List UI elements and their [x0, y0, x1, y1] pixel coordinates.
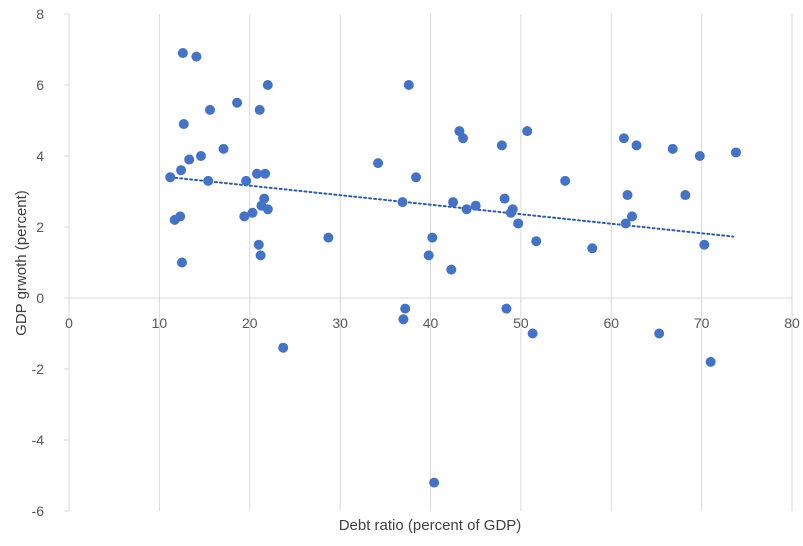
data-point	[527, 328, 538, 339]
x-tick-label: 40	[423, 315, 439, 331]
x-tick-labels: 0 10 20 30 40 50 60 70 80	[65, 315, 800, 331]
data-point	[373, 158, 384, 169]
data-point	[262, 204, 273, 215]
data-point	[255, 250, 266, 261]
data-point	[458, 133, 469, 144]
data-point	[191, 51, 202, 62]
data-point	[622, 190, 633, 201]
data-point	[730, 147, 741, 158]
data-points	[165, 48, 741, 488]
data-point	[587, 243, 598, 254]
data-point	[448, 197, 459, 208]
data-point	[694, 151, 705, 161]
data-point	[165, 172, 176, 183]
x-tick-label: 20	[242, 315, 258, 331]
x-tick-label: 10	[152, 315, 168, 331]
x-axis-title: Debt ratio (percent of GDP)	[339, 517, 522, 534]
data-point	[175, 211, 186, 222]
data-point	[654, 328, 665, 339]
data-point	[531, 236, 542, 247]
data-point	[667, 143, 678, 154]
data-point	[513, 218, 524, 229]
y-tick-label: -4	[32, 432, 45, 448]
data-point	[253, 239, 264, 250]
data-point	[499, 193, 510, 204]
data-point	[618, 133, 629, 144]
x-tick-label: 60	[603, 315, 619, 331]
data-point	[259, 193, 270, 204]
data-point	[177, 48, 188, 59]
gridlines	[68, 14, 793, 511]
trendline	[169, 176, 735, 238]
data-point	[403, 80, 414, 90]
axes	[64, 13, 793, 512]
y-tick-labels: -6 -4 -2 0 2 4 6 8	[32, 6, 45, 519]
data-point	[411, 172, 422, 183]
data-point	[398, 314, 409, 325]
data-point	[254, 104, 265, 115]
data-point	[176, 165, 187, 176]
y-axis-title: GDP grwoth (percent)	[13, 190, 30, 336]
x-tick-label: 70	[694, 315, 710, 331]
y-tick-label: 8	[36, 6, 44, 22]
data-point	[560, 175, 571, 186]
data-point	[427, 232, 438, 243]
data-point	[260, 168, 271, 179]
data-point	[203, 175, 214, 186]
data-point	[218, 143, 229, 154]
data-point	[239, 211, 250, 222]
data-point	[204, 104, 215, 115]
data-point	[176, 257, 187, 268]
data-point	[232, 97, 243, 108]
data-point	[251, 168, 262, 179]
data-point	[501, 303, 512, 314]
y-tick-label: -2	[32, 361, 45, 377]
data-point	[278, 342, 289, 353]
data-point	[699, 239, 710, 250]
data-point	[522, 126, 533, 137]
y-tick-label: 4	[36, 148, 44, 164]
data-point	[429, 477, 440, 488]
data-point	[631, 140, 642, 151]
y-tick-label: 2	[36, 219, 44, 235]
data-point	[397, 197, 408, 208]
y-tick-label: 0	[36, 290, 44, 306]
data-point	[496, 140, 507, 151]
data-point	[620, 218, 631, 229]
data-point	[423, 250, 434, 261]
data-point	[262, 80, 273, 90]
x-tick-label: 30	[332, 315, 348, 331]
data-point	[461, 204, 472, 215]
data-point	[323, 232, 334, 243]
data-point	[400, 303, 411, 314]
data-point	[446, 264, 457, 275]
y-tick-label: 6	[36, 77, 44, 93]
data-point	[241, 175, 252, 186]
data-point	[507, 204, 518, 215]
trendline-layer	[169, 176, 735, 238]
data-point	[470, 200, 481, 211]
data-point	[627, 211, 638, 222]
data-point	[247, 207, 258, 218]
y-tick-label: -6	[32, 503, 45, 519]
x-tick-label: 80	[784, 315, 800, 331]
data-point	[178, 119, 189, 130]
x-tick-label: 0	[65, 315, 73, 331]
x-tick-label: 50	[513, 315, 529, 331]
data-point	[195, 151, 206, 161]
data-point	[680, 190, 691, 201]
data-point	[184, 154, 195, 165]
data-point	[705, 356, 716, 367]
